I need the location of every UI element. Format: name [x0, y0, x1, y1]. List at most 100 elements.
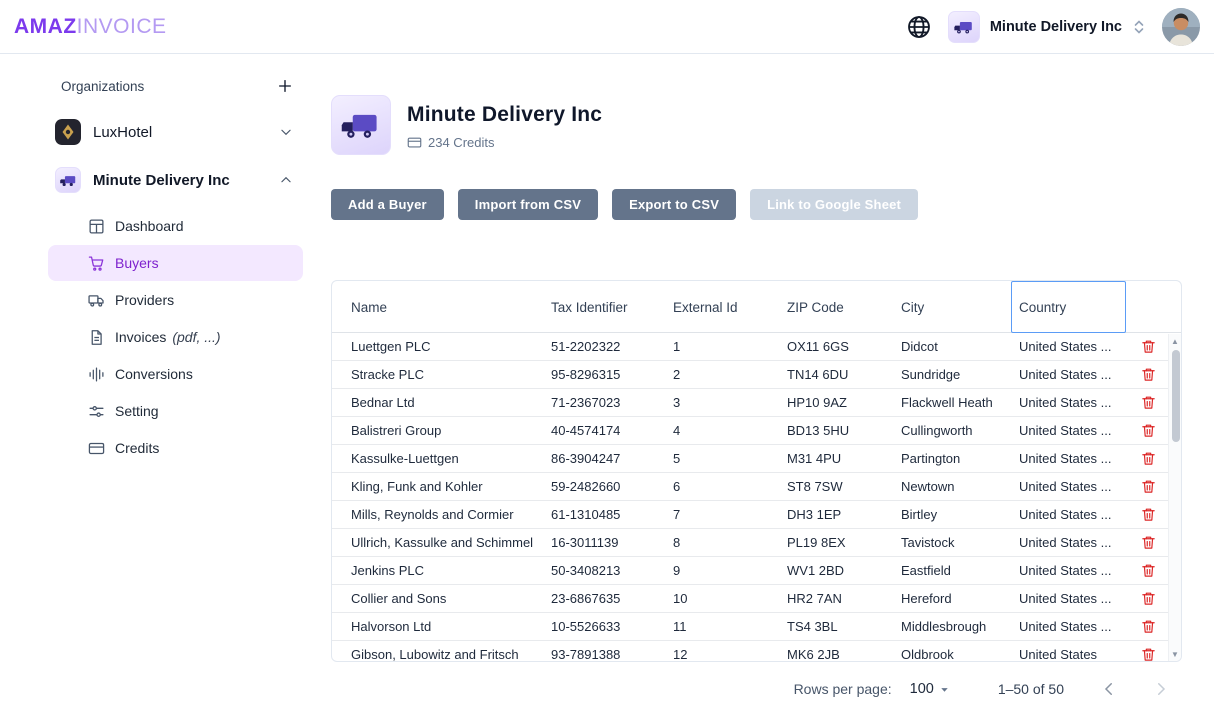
column-header-city[interactable]: City: [901, 299, 925, 315]
cell-country[interactable]: United States ...: [1019, 423, 1112, 438]
sidebar-item-conversions[interactable]: Conversions: [48, 356, 303, 392]
sidebar-item-buyers[interactable]: Buyers: [48, 245, 303, 281]
cell-name[interactable]: Balistreri Group: [351, 423, 442, 438]
cell-city[interactable]: Sundridge: [901, 367, 961, 382]
cell-tax-identifier[interactable]: 59-2482660: [551, 479, 621, 494]
cell-country[interactable]: United States ...: [1019, 563, 1112, 578]
language-globe-button[interactable]: [906, 14, 932, 40]
cell-zip-code[interactable]: DH3 1EP: [787, 507, 842, 522]
user-avatar[interactable]: [1162, 7, 1200, 46]
cell-external-id[interactable]: 9: [673, 563, 681, 578]
delete-row-button[interactable]: [1139, 421, 1158, 440]
link-google-sheet-button[interactable]: Link to Google Sheet: [750, 189, 919, 220]
cell-name[interactable]: Kassulke-Luettgen: [351, 451, 459, 466]
sidebar-org-luxhotel[interactable]: LuxHotel: [48, 108, 303, 156]
cell-city[interactable]: Middlesbrough: [901, 619, 987, 634]
column-header-zip-code[interactable]: ZIP Code: [787, 299, 844, 315]
column-header-external-id[interactable]: External Id: [673, 299, 738, 315]
cell-name[interactable]: Jenkins PLC: [351, 563, 424, 578]
cell-zip-code[interactable]: BD13 5HU: [787, 423, 850, 438]
cell-external-id[interactable]: 4: [673, 423, 681, 438]
org-switcher[interactable]: Minute Delivery Inc: [946, 7, 1148, 47]
app-logo[interactable]: AMAZINVOICE: [14, 15, 167, 39]
sidebar-org-minute-delivery[interactable]: Minute Delivery Inc: [48, 156, 303, 204]
cell-tax-identifier[interactable]: 10-5526633: [551, 619, 621, 634]
next-page-button[interactable]: [1148, 676, 1174, 702]
scrollbar-thumb[interactable]: [1171, 350, 1180, 442]
cell-city[interactable]: Tavistock: [901, 535, 955, 550]
cell-zip-code[interactable]: M31 4PU: [787, 451, 842, 466]
delete-row-button[interactable]: [1139, 561, 1158, 580]
cell-country[interactable]: United States ...: [1019, 479, 1112, 494]
cell-country[interactable]: United States ...: [1019, 507, 1112, 522]
cell-country[interactable]: United States ...: [1019, 367, 1112, 382]
cell-external-id[interactable]: 10: [673, 591, 688, 606]
cell-external-id[interactable]: 6: [673, 479, 681, 494]
cell-tax-identifier[interactable]: 51-2202322: [551, 339, 621, 354]
cell-country[interactable]: United States ...: [1019, 339, 1112, 354]
sidebar-item-providers[interactable]: Providers: [48, 282, 303, 318]
export-csv-button[interactable]: Export to CSV: [612, 189, 737, 220]
cell-zip-code[interactable]: TN14 6DU: [787, 367, 849, 382]
cell-tax-identifier[interactable]: 71-2367023: [551, 395, 621, 410]
cell-country[interactable]: United States ...: [1019, 619, 1112, 634]
cell-city[interactable]: Hereford: [901, 591, 952, 606]
delete-row-button[interactable]: [1139, 477, 1158, 496]
column-header-tax-identifier[interactable]: Tax Identifier: [551, 299, 628, 315]
column-header-name[interactable]: Name: [351, 299, 388, 315]
cell-city[interactable]: Cullingworth: [901, 423, 973, 438]
cell-zip-code[interactable]: ST8 7SW: [787, 479, 843, 494]
cell-zip-code[interactable]: WV1 2BD: [787, 563, 845, 578]
cell-name[interactable]: Kling, Funk and Kohler: [351, 479, 483, 494]
cell-tax-identifier[interactable]: 61-1310485: [551, 507, 621, 522]
cell-city[interactable]: Partington: [901, 451, 961, 466]
scroll-down-icon[interactable]: ▼: [1171, 649, 1179, 659]
cell-external-id[interactable]: 11: [673, 619, 687, 634]
table-scrollbar[interactable]: ▲ ▼: [1168, 334, 1181, 661]
scrollbar-track[interactable]: [1169, 348, 1181, 647]
cell-tax-identifier[interactable]: 86-3904247: [551, 451, 621, 466]
cell-name[interactable]: Bednar Ltd: [351, 395, 415, 410]
scroll-up-icon[interactable]: ▲: [1171, 336, 1179, 346]
delete-row-button[interactable]: [1139, 645, 1158, 661]
cell-country[interactable]: United States ...: [1019, 451, 1112, 466]
delete-row-button[interactable]: [1139, 337, 1158, 356]
delete-row-button[interactable]: [1139, 449, 1158, 468]
cell-zip-code[interactable]: PL19 8EX: [787, 535, 846, 550]
cell-name[interactable]: Collier and Sons: [351, 591, 447, 606]
cell-external-id[interactable]: 12: [673, 647, 688, 662]
delete-row-button[interactable]: [1139, 505, 1158, 524]
cell-zip-code[interactable]: OX11 6GS: [787, 339, 849, 354]
cell-city[interactable]: Flackwell Heath: [901, 395, 993, 410]
add-buyer-button[interactable]: Add a Buyer: [331, 189, 444, 220]
import-csv-button[interactable]: Import from CSV: [457, 189, 599, 220]
cell-city[interactable]: Oldbrook: [901, 647, 954, 662]
add-organization-button[interactable]: [277, 78, 293, 94]
column-header-country[interactable]: Country: [1011, 281, 1126, 333]
cell-external-id[interactable]: 5: [673, 451, 681, 466]
sidebar-item-setting[interactable]: Setting: [48, 393, 303, 429]
cell-tax-identifier[interactable]: 50-3408213: [551, 563, 621, 578]
cell-zip-code[interactable]: TS4 3BL: [787, 619, 838, 634]
delete-row-button[interactable]: [1139, 393, 1158, 412]
cell-tax-identifier[interactable]: 93-7891388: [551, 647, 621, 662]
cell-zip-code[interactable]: HP10 9AZ: [787, 395, 847, 410]
rows-per-page-select[interactable]: 100: [910, 681, 950, 697]
delete-row-button[interactable]: [1139, 365, 1158, 384]
delete-row-button[interactable]: [1139, 589, 1158, 608]
cell-name[interactable]: Gibson, Lubowitz and Fritsch: [351, 647, 519, 662]
cell-name[interactable]: Ullrich, Kassulke and Schimmel: [351, 535, 534, 550]
cell-name[interactable]: Stracke PLC: [351, 367, 424, 382]
cell-external-id[interactable]: 1: [673, 339, 681, 354]
cell-external-id[interactable]: 8: [673, 535, 681, 550]
sidebar-item-dashboard[interactable]: Dashboard: [48, 208, 303, 244]
cell-tax-identifier[interactable]: 16-3011139: [551, 535, 619, 550]
cell-zip-code[interactable]: MK6 2JB: [787, 647, 840, 662]
cell-city[interactable]: Didcot: [901, 339, 938, 354]
cell-name[interactable]: Mills, Reynolds and Cormier: [351, 507, 514, 522]
cell-city[interactable]: Birtley: [901, 507, 938, 522]
cell-tax-identifier[interactable]: 23-6867635: [551, 591, 621, 606]
cell-external-id[interactable]: 7: [673, 507, 681, 522]
cell-country[interactable]: United States: [1019, 647, 1098, 662]
cell-city[interactable]: Eastfield: [901, 563, 951, 578]
